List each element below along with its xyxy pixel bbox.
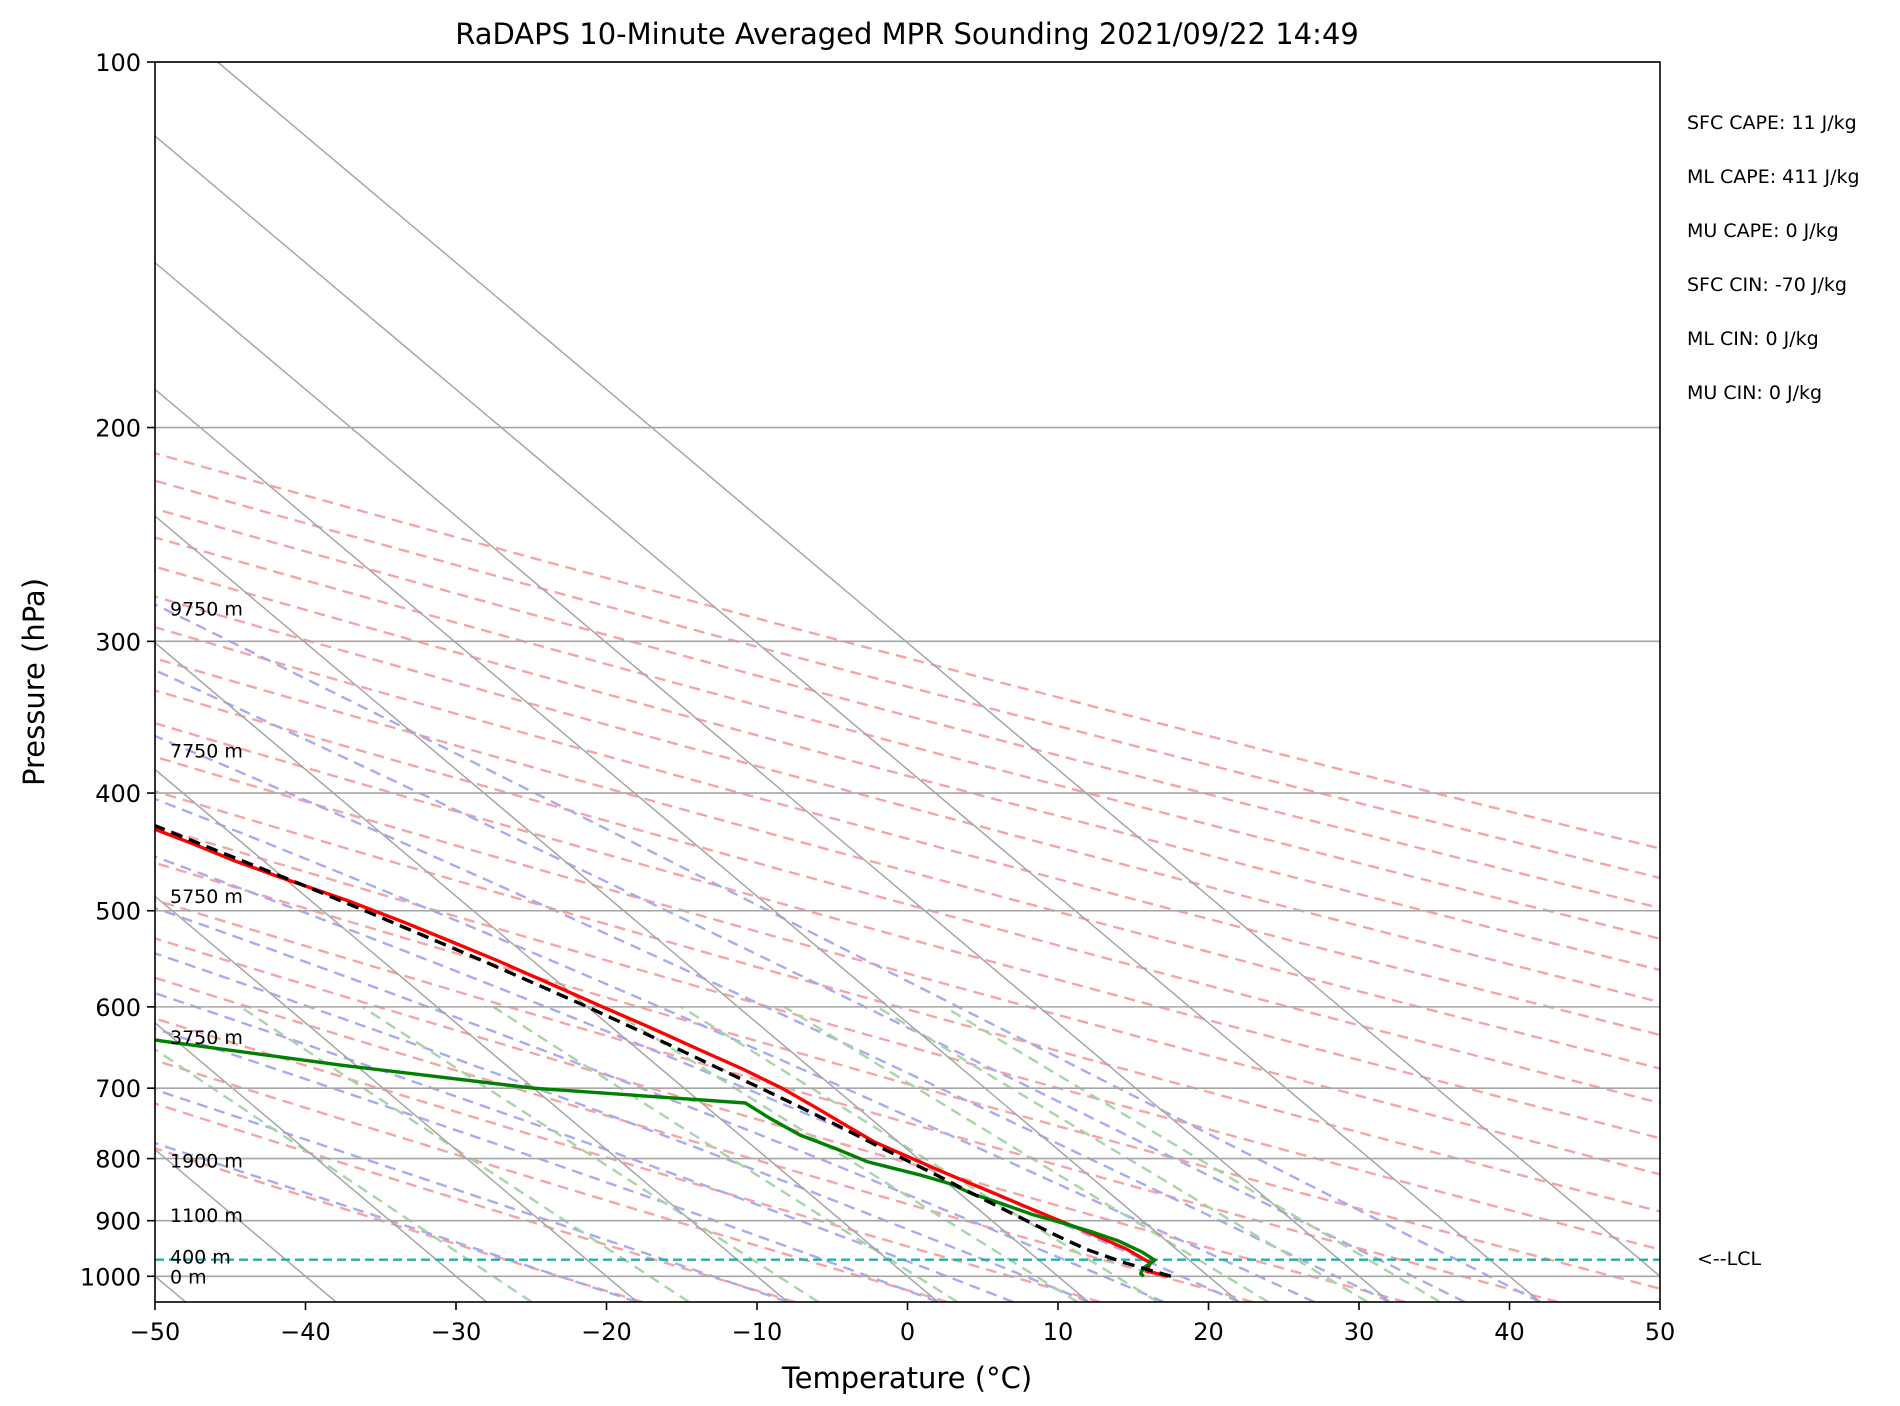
isotherm-line xyxy=(155,135,1541,1302)
height-labels: 9750 m 7750 m 5750 m 3750 m 1900 m 1100 m 400 … xyxy=(170,599,243,1289)
x-tick-label: 0 xyxy=(900,1318,915,1346)
stability-index: ML CAPE: 411 J/kg xyxy=(1687,166,1860,188)
y-axis-label: Pressure (hPa) xyxy=(17,578,51,786)
dry-adiabat xyxy=(155,536,1660,940)
mixing-ratio-line xyxy=(876,1005,1369,1302)
mixing-ratio-line xyxy=(944,1005,1441,1302)
x-axis: −50 −40 −30 −20 −10 0 10 20 30 40 50 xyxy=(130,1302,1676,1346)
isotherm-line xyxy=(155,768,789,1302)
dry-adiabat xyxy=(155,825,1660,1251)
stability-index: MU CAPE: 0 J/kg xyxy=(1687,220,1839,242)
stability-index: SFC CAPE: 11 J/kg xyxy=(1687,112,1857,134)
height-label: 7750 m xyxy=(170,741,243,763)
isotherm-line xyxy=(155,1021,488,1302)
y-tick-label: 100 xyxy=(95,49,141,77)
sounding-profiles xyxy=(155,823,1172,1278)
height-label: 400 m xyxy=(170,1246,231,1268)
height-label: 1100 m xyxy=(170,1205,243,1227)
isotherm-line xyxy=(155,895,638,1302)
mixing-ratio-line xyxy=(155,1047,533,1302)
y-tick-label: 800 xyxy=(95,1146,141,1174)
dry-adiabat xyxy=(155,625,1660,1037)
isotherm-line xyxy=(155,641,939,1302)
dry-adiabat xyxy=(155,507,1660,910)
lcl-label: <--LCL xyxy=(1697,1248,1761,1270)
dry-adiabat xyxy=(155,1102,796,1302)
stability-index: ML CIN: 0 J/kg xyxy=(1687,328,1819,350)
x-tick-label: 10 xyxy=(1043,1318,1074,1346)
moist-adiabat xyxy=(155,906,1165,1302)
height-label: 1900 m xyxy=(170,1151,243,1173)
y-tick-label: 900 xyxy=(95,1208,141,1236)
moist-adiabat xyxy=(155,1141,638,1302)
y-tick-label: 300 xyxy=(95,628,141,656)
chart-title: RaDAPS 10-Minute Averaged MPR Sounding 2… xyxy=(455,17,1359,51)
dry-adiabat xyxy=(155,1147,643,1302)
dry-adiabat xyxy=(155,1017,1101,1302)
x-tick-label: 40 xyxy=(1494,1318,1525,1346)
dry-adiabat xyxy=(155,976,1254,1302)
mixing-ratio-line xyxy=(239,1005,690,1302)
mixing-ratio-line xyxy=(361,1005,820,1302)
x-tick-label: −30 xyxy=(431,1318,482,1346)
isotherm-line xyxy=(155,515,1090,1302)
x-tick-label: −40 xyxy=(280,1318,331,1346)
x-tick-label: 30 xyxy=(1344,1318,1375,1346)
moist-adiabat xyxy=(155,603,1541,1302)
background-reference-lines xyxy=(155,62,1660,1302)
x-tick-label: −20 xyxy=(581,1318,632,1346)
moist-adiabat xyxy=(155,991,1014,1302)
x-tick-label: 50 xyxy=(1645,1318,1676,1346)
x-axis-label: Temperature (°C) xyxy=(781,1361,1032,1395)
stability-index: MU CIN: 0 J/kg xyxy=(1687,382,1822,404)
mixing-ratio-line xyxy=(492,1005,959,1302)
y-tick-label: 400 xyxy=(95,780,141,808)
x-tick-label: −10 xyxy=(732,1318,783,1346)
stability-indices: SFC CAPE: 11 J/kg ML CAPE: 411 J/kg MU CAP… xyxy=(1687,112,1860,404)
y-tick-label: 1000 xyxy=(80,1263,141,1291)
height-label: 5750 m xyxy=(170,886,243,908)
x-tick-label: −50 xyxy=(130,1318,181,1346)
moist-adiabat xyxy=(155,855,1240,1302)
y-tick-label: 500 xyxy=(95,898,141,926)
dewpoint-line xyxy=(155,1038,1157,1278)
isotherm-line xyxy=(155,388,1240,1302)
moist-adiabat xyxy=(155,952,1090,1302)
mixing-ratio-line xyxy=(605,1005,1079,1302)
temperature-line xyxy=(155,827,1169,1278)
moist-adiabat xyxy=(155,734,1391,1302)
dry-adiabat xyxy=(155,898,1559,1302)
isotherm-line xyxy=(217,62,1660,1278)
mixing-ratio-line xyxy=(783,1005,1269,1302)
dry-adiabat xyxy=(155,721,1660,1140)
y-tick-label: 200 xyxy=(95,415,141,443)
stability-index: SFC CIN: -70 J/kg xyxy=(1687,274,1847,296)
y-tick-label: 700 xyxy=(95,1075,141,1103)
dry-adiabat xyxy=(155,755,1660,1176)
dry-adiabat xyxy=(155,657,1660,1070)
parcel-path-line xyxy=(155,823,1172,1278)
isotherm-line xyxy=(155,261,1391,1302)
height-label: 3750 m xyxy=(170,1027,243,1049)
y-axis: 100 200 300 400 500 600 700 800 900 1000 xyxy=(80,49,155,1291)
height-label: 0 m xyxy=(170,1266,207,1288)
y-tick-label: 600 xyxy=(95,994,141,1022)
dry-adiabat xyxy=(155,452,1660,850)
height-label: 9750 m xyxy=(170,599,243,621)
x-tick-label: 20 xyxy=(1193,1318,1224,1346)
